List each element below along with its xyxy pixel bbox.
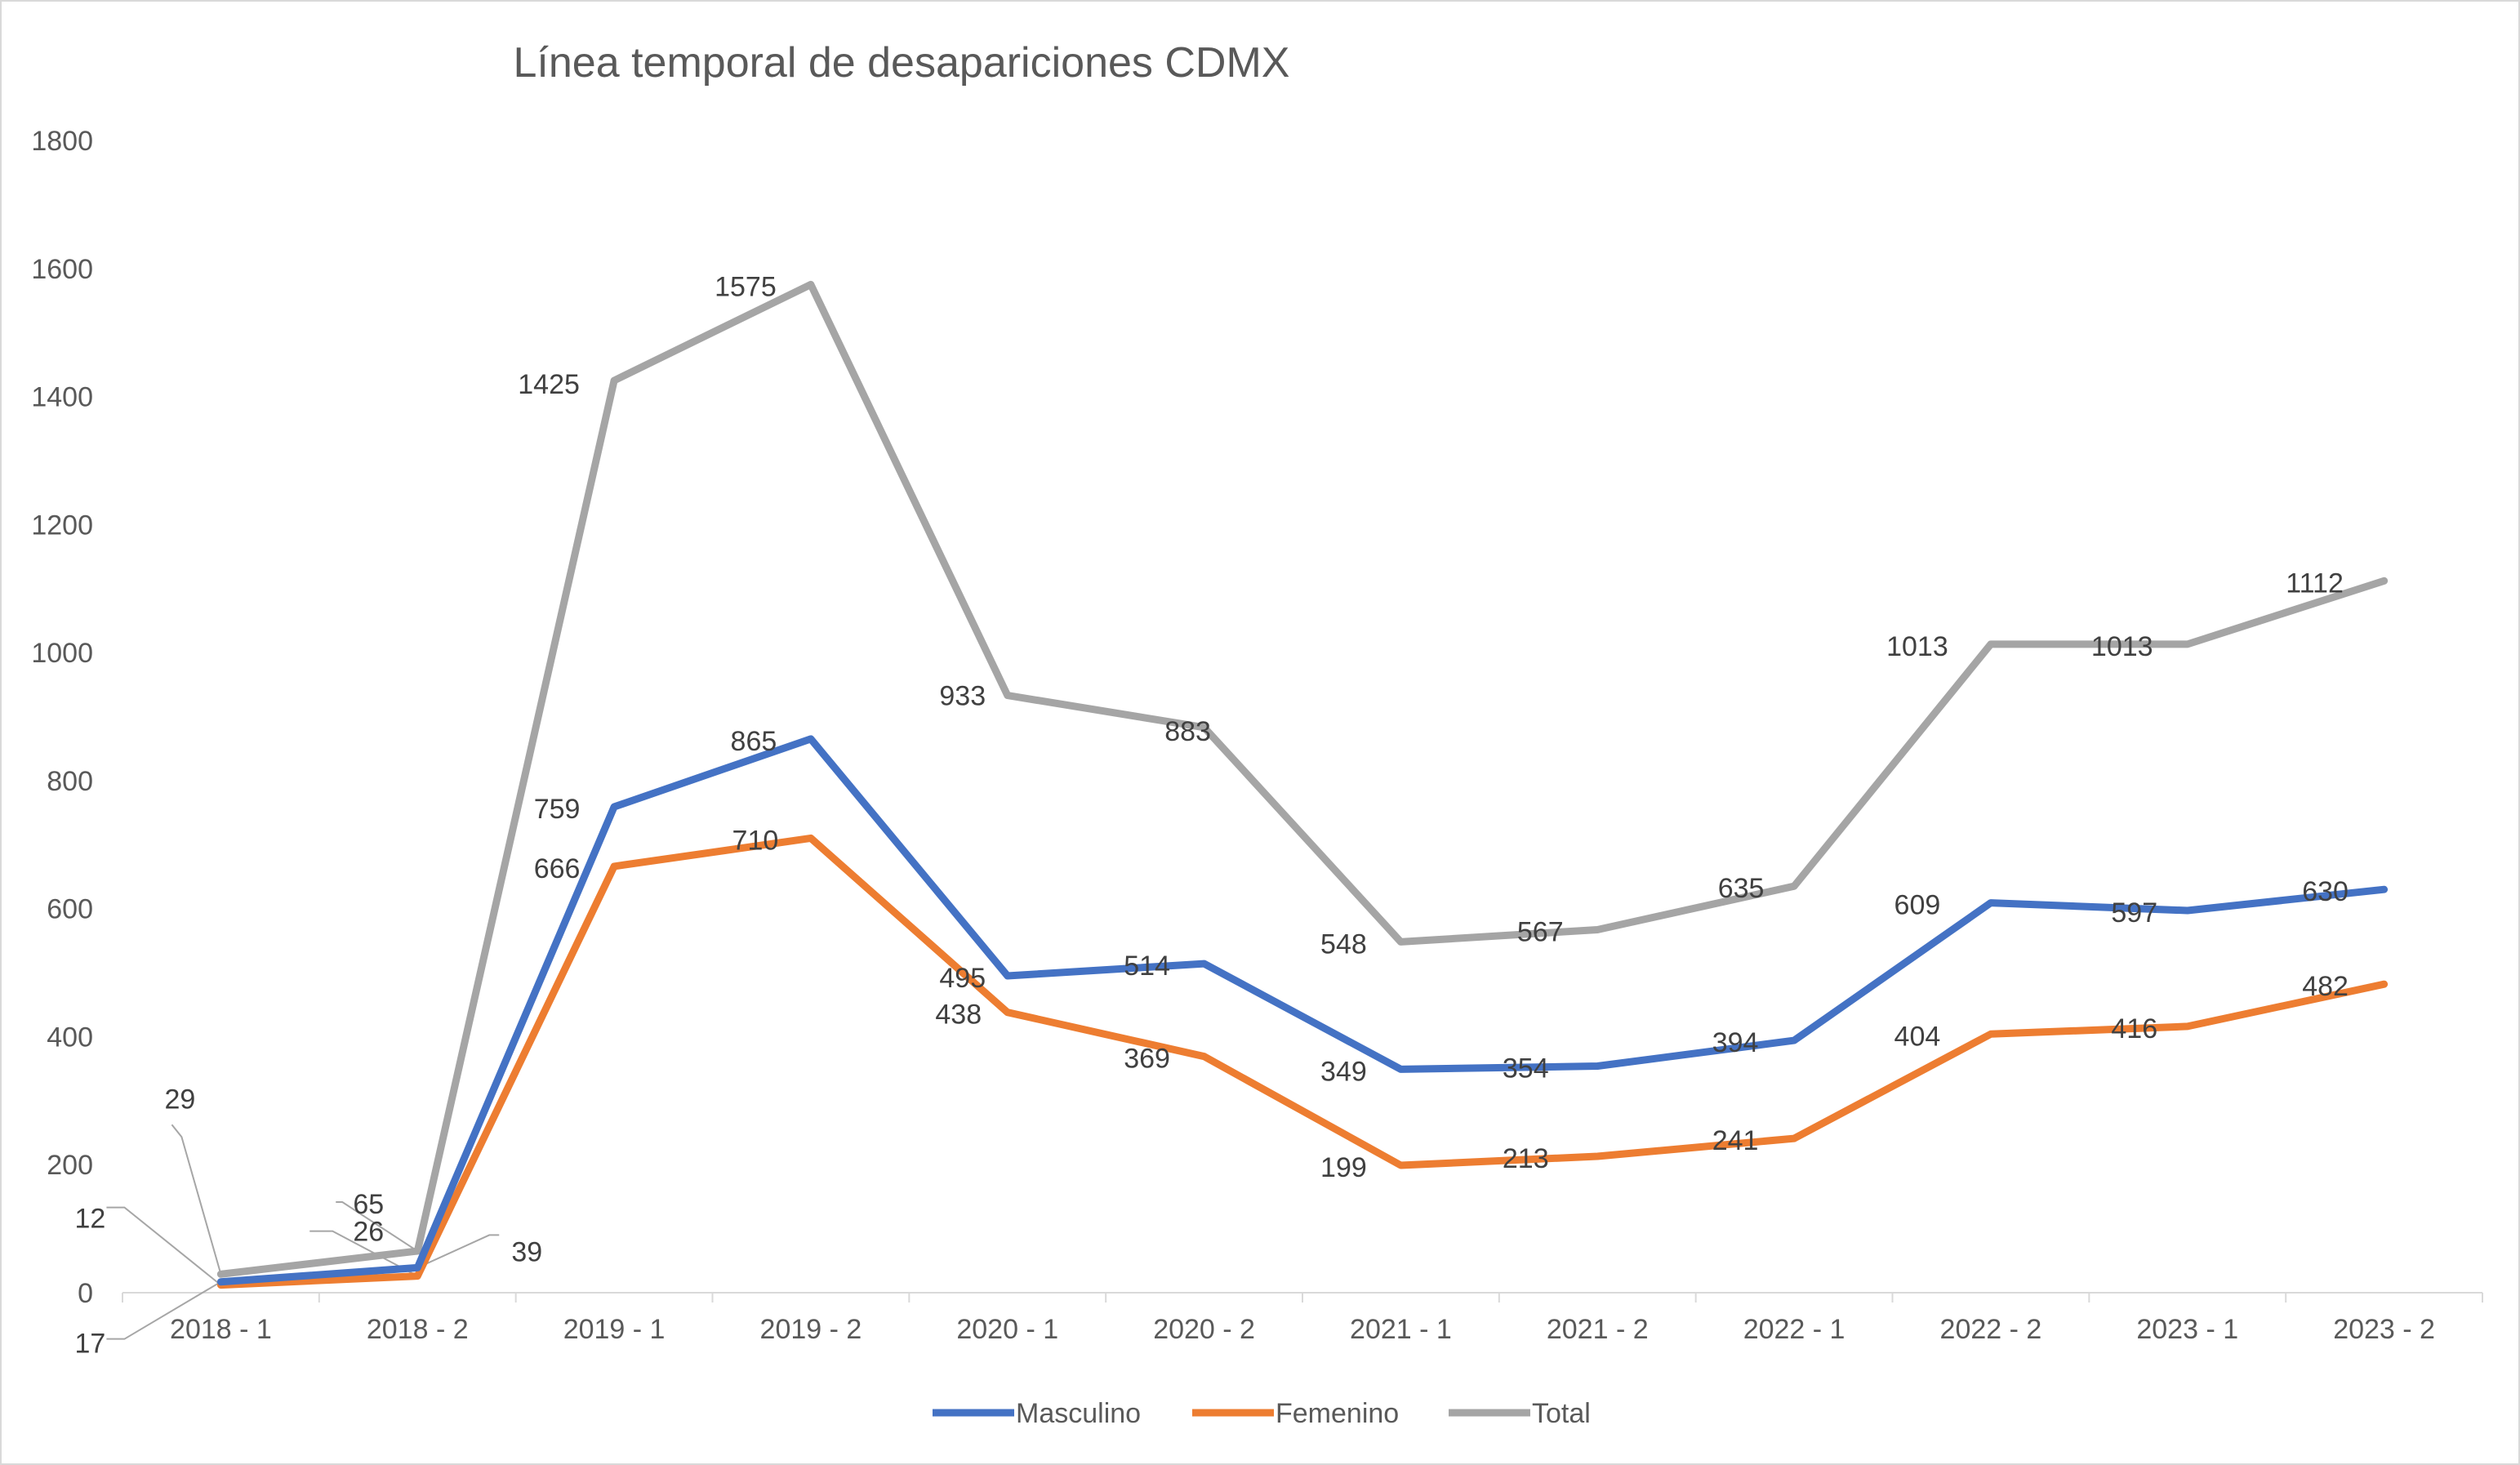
data-label-femenino: 199 xyxy=(1320,1152,1367,1183)
data-label-femenino: 710 xyxy=(732,825,779,856)
y-tick-label: 400 xyxy=(47,1022,93,1053)
data-label-total: 567 xyxy=(1517,917,1564,948)
data-label-total: 1425 xyxy=(518,369,580,400)
data-label-masculino: 865 xyxy=(731,726,777,757)
y-tick-label: 1800 xyxy=(31,126,93,157)
axes: 2018 - 1 2018 - 2 2019 - 1 2019 - 2 2020 - 1… xyxy=(31,126,2483,1345)
data-label-masculino: 597 xyxy=(2111,897,2157,928)
data-label-total: 1575 xyxy=(715,271,777,302)
y-tick-label: 1200 xyxy=(31,510,93,541)
data-label-masculino: 39 xyxy=(511,1236,542,1267)
x-tick-label: 2022 - 2 xyxy=(1940,1314,2042,1345)
x-tick-label: 2023 - 1 xyxy=(2136,1314,2238,1345)
y-tick-label: 200 xyxy=(47,1150,93,1181)
data-label-femenino: 26 xyxy=(353,1217,384,1248)
data-label-total: 933 xyxy=(939,681,986,712)
data-label-femenino: 666 xyxy=(534,853,581,884)
data-label-masculino: 759 xyxy=(534,794,581,825)
data-label-femenino: 369 xyxy=(1124,1044,1170,1075)
x-tick-label: 2018 - 1 xyxy=(170,1314,272,1345)
data-label-masculino: 17 xyxy=(75,1329,106,1360)
data-label-femenino: 416 xyxy=(2111,1013,2157,1044)
x-tick-label: 2023 - 2 xyxy=(2333,1314,2435,1345)
leader-line xyxy=(416,1234,500,1269)
data-label-femenino: 241 xyxy=(1712,1125,1759,1156)
series-lines xyxy=(216,280,2389,1289)
leader-line xyxy=(106,1206,222,1286)
x-tick-label: 2021 - 1 xyxy=(1350,1314,1452,1345)
data-label-total: 883 xyxy=(1164,716,1211,747)
legend: Masculino Femenino Total xyxy=(933,1398,1591,1429)
legend-label-femenino: Femenino xyxy=(1276,1398,1399,1429)
data-label-total: 1013 xyxy=(2091,631,2153,662)
data-label-masculino: 514 xyxy=(1124,951,1170,982)
data-label-total: 29 xyxy=(165,1084,196,1115)
leader-line xyxy=(336,1201,418,1252)
series-line-masculino xyxy=(216,735,2389,1286)
data-label-femenino: 482 xyxy=(2302,971,2349,1002)
data-label-femenino: 213 xyxy=(1503,1143,1549,1174)
x-tick-label: 2020 - 1 xyxy=(956,1314,1058,1345)
data-label-masculino: 394 xyxy=(1712,1027,1759,1058)
data-label-total: 1112 xyxy=(2286,568,2344,599)
leader-lines xyxy=(106,1124,500,1340)
data-label-masculino: 495 xyxy=(939,963,986,994)
x-tick-label: 2018 - 2 xyxy=(367,1314,469,1345)
x-tick-label: 2020 - 2 xyxy=(1153,1314,1255,1345)
data-label-total: 635 xyxy=(1718,873,1765,904)
legend-label-masculino: Masculino xyxy=(1016,1398,1141,1429)
x-tick-label: 2022 - 1 xyxy=(1743,1314,1845,1345)
series-line-femenino xyxy=(216,834,2389,1289)
series-line-total xyxy=(216,280,2389,1278)
data-label-femenino: 438 xyxy=(935,1000,982,1031)
y-tick-label: 1000 xyxy=(31,638,93,669)
y-tick-label: 800 xyxy=(47,766,93,797)
leader-line xyxy=(309,1230,418,1277)
legend-label-total: Total xyxy=(1532,1398,1591,1429)
data-label-masculino: 609 xyxy=(1894,890,1941,921)
leader-line xyxy=(171,1124,222,1275)
data-label-femenino: 404 xyxy=(1894,1021,1941,1052)
x-tick-label: 2019 - 1 xyxy=(563,1314,666,1345)
y-tick-label: 1400 xyxy=(31,382,93,413)
data-label-femenino: 12 xyxy=(75,1204,106,1235)
x-tick-label: 2019 - 2 xyxy=(760,1314,862,1345)
y-tick-label: 1600 xyxy=(31,254,93,285)
chart-title: Línea temporal de desapariciones CDMX xyxy=(514,39,1290,87)
y-tick-label: 600 xyxy=(47,894,93,925)
data-label-masculino: 349 xyxy=(1320,1056,1367,1087)
data-label-total: 548 xyxy=(1320,928,1367,960)
data-label-total: 65 xyxy=(353,1189,384,1220)
y-tick-label: 0 xyxy=(78,1278,93,1309)
data-label-masculino: 630 xyxy=(2302,876,2349,907)
leader-line xyxy=(106,1280,221,1340)
data-label-total: 1013 xyxy=(1886,631,1948,662)
data-labels: 29 65 1425 1575 933 883 548 567 635 1013 1013 1112 1… xyxy=(75,271,2349,1359)
data-label-masculino: 354 xyxy=(1503,1053,1549,1084)
x-tick-label: 2021 - 2 xyxy=(1547,1314,1649,1345)
